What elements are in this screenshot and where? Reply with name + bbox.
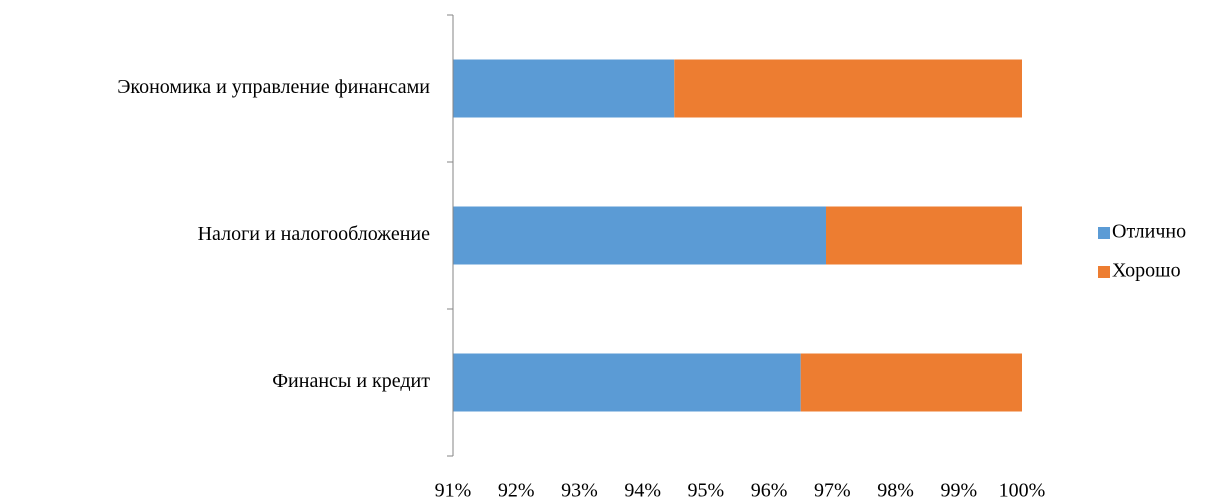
- x-tick-label: 99%: [940, 480, 977, 502]
- bar-segment: [453, 59, 675, 118]
- x-tick-label: 91%: [435, 480, 472, 502]
- x-tick-label: 96%: [751, 480, 788, 502]
- bar-segment: [800, 353, 1022, 412]
- y-tick-label: Налоги и налогообложение: [198, 223, 431, 245]
- x-tick-label: 97%: [814, 480, 851, 502]
- x-tick-label: 95%: [688, 480, 725, 502]
- y-tick-label: Экономика и управление финансами: [117, 76, 430, 98]
- legend-swatch: [1098, 266, 1110, 278]
- foreground: 91% 92% 93% 94% 95% 96% 97% 98% 99% 100% Экономика…: [117, 14, 1186, 502]
- legend-swatch: [1098, 227, 1110, 239]
- x-tick-label: 94%: [624, 480, 661, 502]
- bar-segment: [453, 353, 801, 412]
- legend-label: Хорошо: [1112, 260, 1181, 282]
- bar-segment: [453, 206, 827, 265]
- x-tick-label: 92%: [498, 480, 535, 502]
- bar-segment: [674, 59, 1022, 118]
- y-tick-label: Финансы и кредит: [272, 370, 430, 392]
- x-tick-label: 98%: [877, 480, 914, 502]
- x-tick-label: 100%: [999, 480, 1046, 502]
- bar-segment: [826, 206, 1022, 265]
- bars: [453, 59, 1022, 412]
- x-tick-label: 93%: [561, 480, 598, 502]
- legend-label: Отлично: [1112, 221, 1186, 243]
